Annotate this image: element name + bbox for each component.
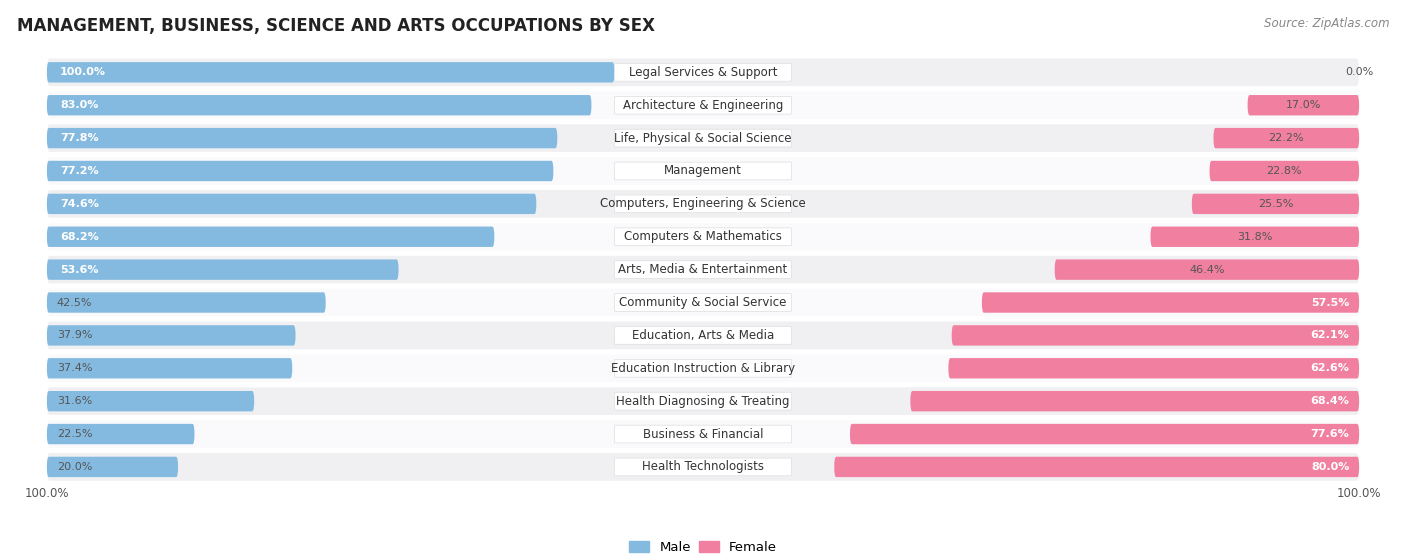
- FancyBboxPatch shape: [46, 92, 1360, 119]
- FancyBboxPatch shape: [46, 190, 1360, 217]
- Text: Source: ZipAtlas.com: Source: ZipAtlas.com: [1264, 17, 1389, 30]
- Text: Health Technologists: Health Technologists: [643, 461, 763, 473]
- Text: Computers & Mathematics: Computers & Mathematics: [624, 230, 782, 243]
- Text: 57.5%: 57.5%: [1310, 297, 1350, 307]
- Text: 37.9%: 37.9%: [56, 330, 93, 340]
- Text: Education, Arts & Media: Education, Arts & Media: [631, 329, 775, 342]
- Text: 22.2%: 22.2%: [1268, 133, 1305, 143]
- Text: 100.0%: 100.0%: [1337, 487, 1381, 500]
- FancyBboxPatch shape: [952, 325, 1360, 345]
- FancyBboxPatch shape: [1150, 226, 1360, 247]
- Text: 46.4%: 46.4%: [1189, 264, 1225, 274]
- Text: Architecture & Engineering: Architecture & Engineering: [623, 99, 783, 112]
- FancyBboxPatch shape: [834, 457, 1360, 477]
- FancyBboxPatch shape: [614, 425, 792, 443]
- Legend: Male, Female: Male, Female: [624, 536, 782, 559]
- FancyBboxPatch shape: [46, 256, 1360, 283]
- FancyBboxPatch shape: [1192, 193, 1360, 214]
- Text: 77.8%: 77.8%: [60, 133, 98, 143]
- FancyBboxPatch shape: [614, 228, 792, 245]
- Text: 80.0%: 80.0%: [1310, 462, 1350, 472]
- Text: 37.4%: 37.4%: [56, 363, 93, 373]
- FancyBboxPatch shape: [46, 453, 1360, 481]
- Text: 42.5%: 42.5%: [56, 297, 93, 307]
- FancyBboxPatch shape: [949, 358, 1360, 378]
- FancyBboxPatch shape: [1213, 128, 1360, 148]
- FancyBboxPatch shape: [46, 59, 1360, 86]
- FancyBboxPatch shape: [46, 288, 1360, 316]
- Text: Education Instruction & Library: Education Instruction & Library: [612, 362, 794, 375]
- Text: 62.6%: 62.6%: [1310, 363, 1350, 373]
- FancyBboxPatch shape: [614, 293, 792, 311]
- Text: 77.2%: 77.2%: [60, 166, 98, 176]
- FancyBboxPatch shape: [1209, 161, 1360, 181]
- Text: 31.6%: 31.6%: [56, 396, 91, 406]
- Text: 68.4%: 68.4%: [1310, 396, 1350, 406]
- Text: Business & Financial: Business & Financial: [643, 428, 763, 440]
- FancyBboxPatch shape: [46, 95, 592, 115]
- FancyBboxPatch shape: [910, 391, 1360, 411]
- Text: Management: Management: [664, 164, 742, 178]
- Text: Legal Services & Support: Legal Services & Support: [628, 66, 778, 79]
- FancyBboxPatch shape: [46, 292, 326, 312]
- Text: Community & Social Service: Community & Social Service: [619, 296, 787, 309]
- FancyBboxPatch shape: [46, 223, 1360, 250]
- FancyBboxPatch shape: [614, 326, 792, 344]
- FancyBboxPatch shape: [46, 62, 614, 83]
- FancyBboxPatch shape: [614, 64, 792, 81]
- FancyBboxPatch shape: [614, 392, 792, 410]
- Text: Health Diagnosing & Treating: Health Diagnosing & Treating: [616, 395, 790, 408]
- Text: 53.6%: 53.6%: [60, 264, 98, 274]
- Text: 31.8%: 31.8%: [1237, 232, 1272, 241]
- Text: MANAGEMENT, BUSINESS, SCIENCE AND ARTS OCCUPATIONS BY SEX: MANAGEMENT, BUSINESS, SCIENCE AND ARTS O…: [17, 17, 655, 35]
- Text: 17.0%: 17.0%: [1285, 100, 1322, 110]
- FancyBboxPatch shape: [1054, 259, 1360, 280]
- Text: 74.6%: 74.6%: [60, 199, 98, 209]
- FancyBboxPatch shape: [614, 458, 792, 476]
- FancyBboxPatch shape: [46, 325, 295, 345]
- FancyBboxPatch shape: [46, 128, 557, 148]
- Text: Computers, Engineering & Science: Computers, Engineering & Science: [600, 197, 806, 210]
- FancyBboxPatch shape: [46, 457, 179, 477]
- FancyBboxPatch shape: [46, 424, 194, 444]
- FancyBboxPatch shape: [851, 424, 1360, 444]
- Text: 100.0%: 100.0%: [25, 487, 69, 500]
- FancyBboxPatch shape: [46, 420, 1360, 448]
- FancyBboxPatch shape: [46, 161, 554, 181]
- Text: 25.5%: 25.5%: [1258, 199, 1294, 209]
- FancyBboxPatch shape: [46, 354, 1360, 382]
- FancyBboxPatch shape: [46, 358, 292, 378]
- Text: 77.6%: 77.6%: [1310, 429, 1350, 439]
- FancyBboxPatch shape: [46, 193, 536, 214]
- Text: 83.0%: 83.0%: [60, 100, 98, 110]
- FancyBboxPatch shape: [46, 124, 1360, 152]
- Text: Life, Physical & Social Science: Life, Physical & Social Science: [614, 131, 792, 145]
- FancyBboxPatch shape: [614, 162, 792, 180]
- Text: 22.8%: 22.8%: [1267, 166, 1302, 176]
- FancyBboxPatch shape: [981, 292, 1360, 312]
- FancyBboxPatch shape: [614, 260, 792, 278]
- FancyBboxPatch shape: [46, 387, 1360, 415]
- Text: 100.0%: 100.0%: [60, 67, 105, 77]
- Text: 22.5%: 22.5%: [56, 429, 93, 439]
- FancyBboxPatch shape: [46, 226, 495, 247]
- FancyBboxPatch shape: [614, 129, 792, 147]
- Text: 68.2%: 68.2%: [60, 232, 98, 241]
- FancyBboxPatch shape: [46, 321, 1360, 349]
- Text: 0.0%: 0.0%: [1346, 67, 1374, 77]
- Text: 20.0%: 20.0%: [56, 462, 91, 472]
- FancyBboxPatch shape: [46, 391, 254, 411]
- FancyBboxPatch shape: [614, 96, 792, 114]
- FancyBboxPatch shape: [46, 157, 1360, 185]
- FancyBboxPatch shape: [614, 359, 792, 377]
- FancyBboxPatch shape: [614, 195, 792, 213]
- FancyBboxPatch shape: [46, 259, 398, 280]
- Text: Arts, Media & Entertainment: Arts, Media & Entertainment: [619, 263, 787, 276]
- FancyBboxPatch shape: [1247, 95, 1360, 115]
- Text: 62.1%: 62.1%: [1310, 330, 1350, 340]
